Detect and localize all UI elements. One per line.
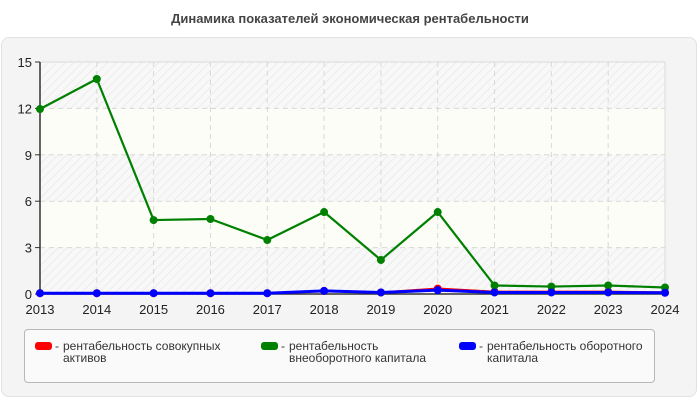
blue-swatch-icon	[459, 342, 476, 350]
data-point	[320, 208, 329, 217]
plot-band	[40, 62, 665, 109]
series-line	[40, 288, 666, 295]
data-point	[92, 289, 101, 298]
data-point	[433, 208, 442, 217]
data-point	[320, 286, 329, 295]
data-point	[661, 288, 669, 297]
data-point	[547, 282, 556, 291]
x-tick-label: 2020	[423, 302, 452, 317]
data-point	[433, 286, 442, 295]
data-point	[604, 288, 613, 297]
x-tick-label: 2021	[480, 302, 509, 317]
red-swatch-icon	[35, 342, 52, 350]
y-tick-label: 15	[18, 55, 32, 70]
data-point	[36, 105, 44, 114]
plot-band	[40, 108, 665, 155]
green-swatch-icon	[261, 342, 278, 350]
plot-area: 0 3 6 9 12 15 2013 2014 2015 2016 2017 2018 2019 2020…	[18, 55, 680, 317]
data-point	[376, 288, 385, 297]
y-tick-label: 12	[18, 101, 32, 116]
legend-item-noncurrent-capital[interactable]: - рентабельность внеоборотного капитала	[261, 340, 449, 364]
x-tick-label: 2013	[26, 302, 55, 317]
plot-band	[40, 154, 665, 202]
data-point	[263, 289, 272, 298]
line-chart: 0 3 6 9 12 15 2013 2014 2015 2016 2017 2018 2019 2020…	[18, 55, 680, 317]
legend-label: рентабельность внеоборотного капитала	[289, 339, 426, 365]
y-tick-label: 6	[25, 194, 32, 209]
x-tick-label: 2022	[537, 302, 566, 317]
chart-title: Динамика показателей экономическая рента…	[171, 11, 529, 26]
y-tick-label: 9	[25, 148, 32, 163]
x-tick-label: 2015	[139, 302, 168, 317]
legend-label: рентабельность совокупных активов	[63, 339, 221, 365]
x-tick-label: 2016	[196, 302, 225, 317]
x-tick-label: 2014	[82, 302, 111, 317]
legend-item-working-capital[interactable]: - рентабельность оборотного капитала	[459, 340, 672, 364]
data-point	[376, 255, 385, 264]
y-tick-label: 3	[25, 241, 32, 256]
data-point	[206, 214, 215, 223]
y-tick-label: 0	[25, 287, 32, 302]
plot-band	[40, 201, 665, 248]
legend: - рентабельность совокупных активов - ре…	[24, 329, 655, 383]
x-tick-label: 2017	[253, 302, 282, 317]
data-point	[547, 288, 556, 297]
data-point	[490, 288, 499, 297]
data-point	[206, 289, 215, 298]
data-point	[149, 216, 158, 225]
legend-label: рентабельность оборотного капитала	[487, 339, 643, 365]
data-point	[36, 289, 44, 298]
data-point	[604, 281, 613, 290]
data-point	[263, 236, 272, 245]
x-tick-label: 2018	[310, 302, 339, 317]
data-point	[490, 281, 499, 290]
data-point	[92, 75, 101, 84]
legend-item-total-assets[interactable]: - рентабельность совокупных активов	[35, 340, 253, 364]
x-tick-label: 2024	[651, 302, 680, 317]
x-tick-label: 2019	[366, 302, 395, 317]
data-point	[149, 289, 158, 298]
x-tick-label: 2023	[594, 302, 623, 317]
series-line	[39, 77, 666, 289]
